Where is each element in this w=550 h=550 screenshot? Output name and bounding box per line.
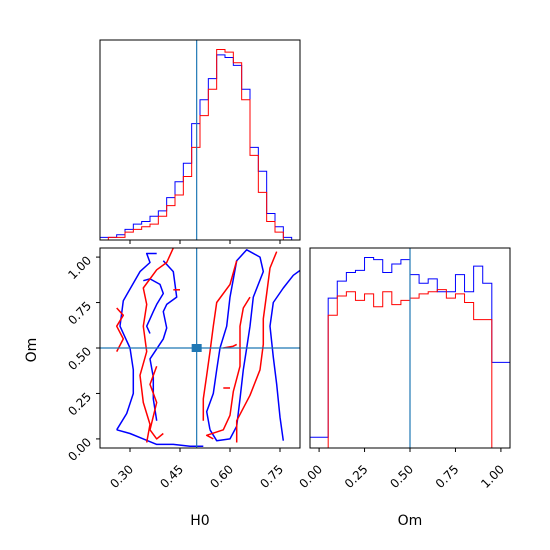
- contour-blue: [116, 252, 157, 431]
- joint-x-ticks: 0.30 0.45 0.60 0.75: [107, 448, 286, 491]
- contour-red: [205, 296, 251, 440]
- om-marginal-x-tick-label: 0.75: [433, 462, 462, 491]
- joint-y-tick-label: 0.00: [65, 435, 94, 464]
- h0-histogram-series-blue: [99, 54, 300, 241]
- om-marginal-x-tick-label: 1.00: [478, 462, 507, 491]
- contour-red: [202, 260, 238, 421]
- contour-blue: [143, 278, 165, 334]
- h0-histogram-series: [99, 49, 300, 241]
- joint-frame: [99, 247, 301, 449]
- om-marginal-x-tick-label: 0.25: [342, 462, 371, 491]
- joint-x-tick-label: 0.45: [157, 462, 186, 491]
- contour-red: [235, 251, 278, 443]
- joint-y-ticks: 0.00 0.25 0.50 0.75 1.00: [65, 253, 100, 464]
- joint-y-tick-label: 0.25: [65, 390, 94, 419]
- joint-y-tick-label: 0.50: [65, 344, 94, 373]
- om-marginal-panel: 0.00 0.25 0.50 0.75 1.00 Om: [296, 247, 511, 529]
- joint-contours: [115, 248, 300, 447]
- h0-marginal-panel: [99, 39, 301, 244]
- contour-red: [139, 248, 174, 443]
- om-marginal-x-tick-label: 0.00: [296, 462, 325, 491]
- om-marginal-x-tick-label: 0.50: [387, 462, 416, 491]
- joint-truth-marker: [191, 344, 202, 352]
- contour-blue: [116, 429, 204, 447]
- joint-y-tick-label: 0.75: [65, 299, 94, 328]
- contour-blue: [149, 260, 178, 421]
- h0-marginal-x-ticks: [129, 240, 281, 244]
- om-marginal-frame: [309, 247, 511, 449]
- joint-y-tick-label: 1.00: [65, 253, 94, 282]
- contour-red: [149, 365, 164, 440]
- x-axis-label-h0: H0: [190, 513, 209, 529]
- contour-red: [115, 307, 125, 352]
- joint-x-tick-label: 0.60: [207, 462, 236, 491]
- joint-panel: 0.30 0.45 0.60 0.75 0.00 0.25 0.50 0.75 1.00 H0…: [24, 247, 301, 529]
- h0-marginal-frame: [99, 39, 301, 241]
- y-axis-label-om: Om: [24, 338, 40, 363]
- joint-x-tick-label: 0.30: [107, 462, 136, 491]
- joint-x-tick-label: 0.75: [257, 462, 286, 491]
- x-axis-label-om: Om: [398, 513, 423, 529]
- contour-blue: [269, 269, 300, 441]
- om-marginal-x-ticks: 0.00 0.25 0.50 0.75 1.00: [296, 448, 507, 491]
- h0-histogram-series-red: [100, 49, 300, 241]
